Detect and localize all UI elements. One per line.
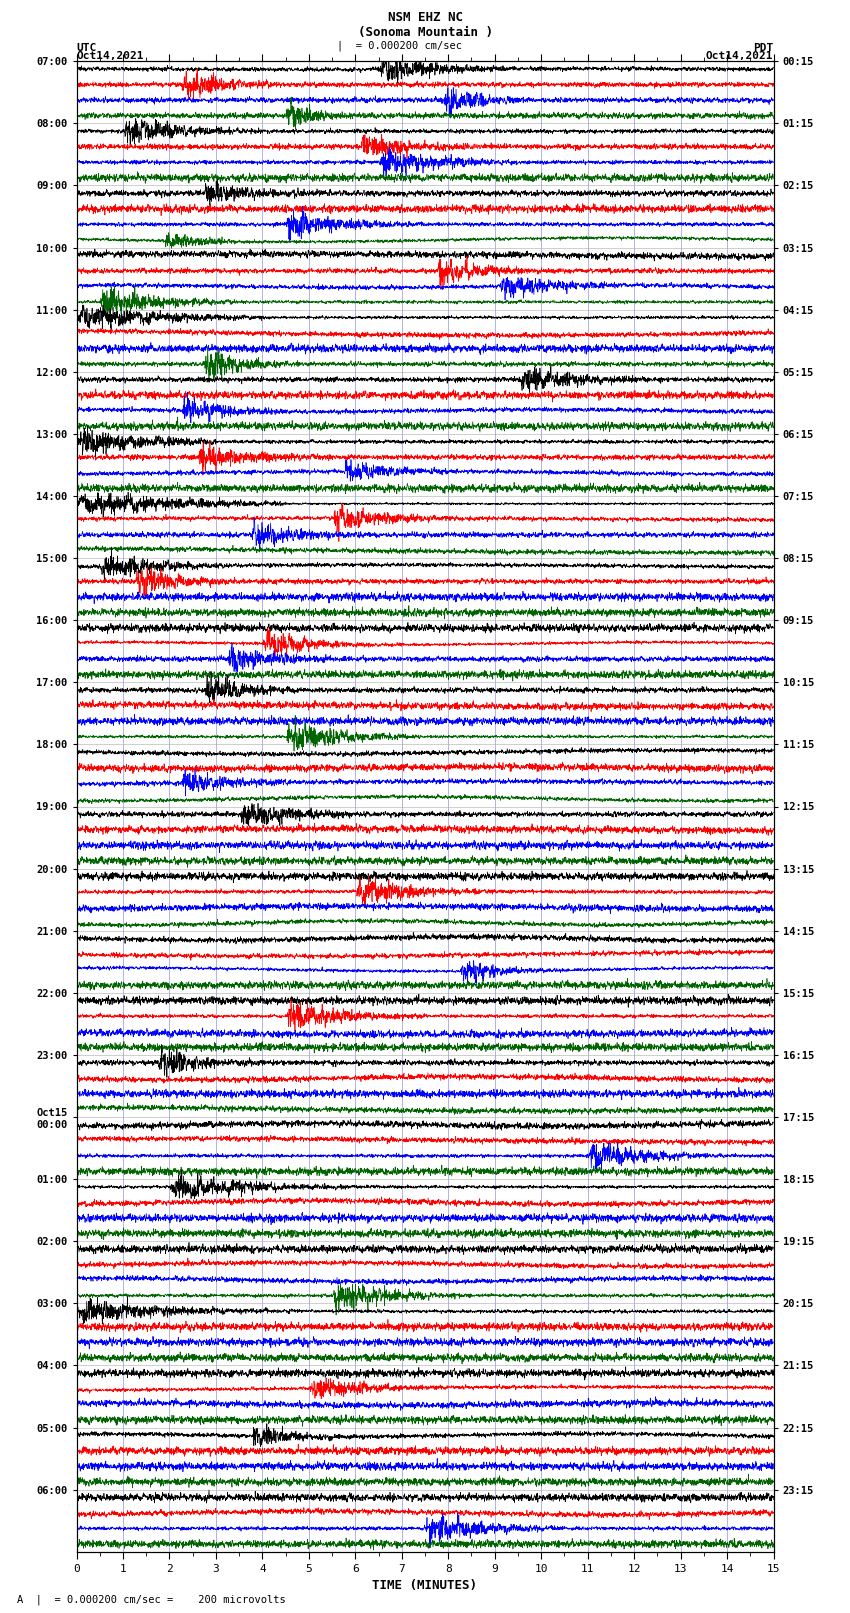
X-axis label: TIME (MINUTES): TIME (MINUTES) xyxy=(372,1579,478,1592)
Text: |  = 0.000200 cm/sec: | = 0.000200 cm/sec xyxy=(337,40,462,50)
Text: UTC: UTC xyxy=(76,44,97,53)
Text: PDT: PDT xyxy=(753,44,774,53)
Text: Oct14,2021: Oct14,2021 xyxy=(706,52,774,61)
Title: NSM EHZ NC
(Sonoma Mountain ): NSM EHZ NC (Sonoma Mountain ) xyxy=(358,11,492,39)
Text: Oct14,2021: Oct14,2021 xyxy=(76,52,144,61)
Text: A  |  = 0.000200 cm/sec =    200 microvolts: A | = 0.000200 cm/sec = 200 microvolts xyxy=(17,1594,286,1605)
